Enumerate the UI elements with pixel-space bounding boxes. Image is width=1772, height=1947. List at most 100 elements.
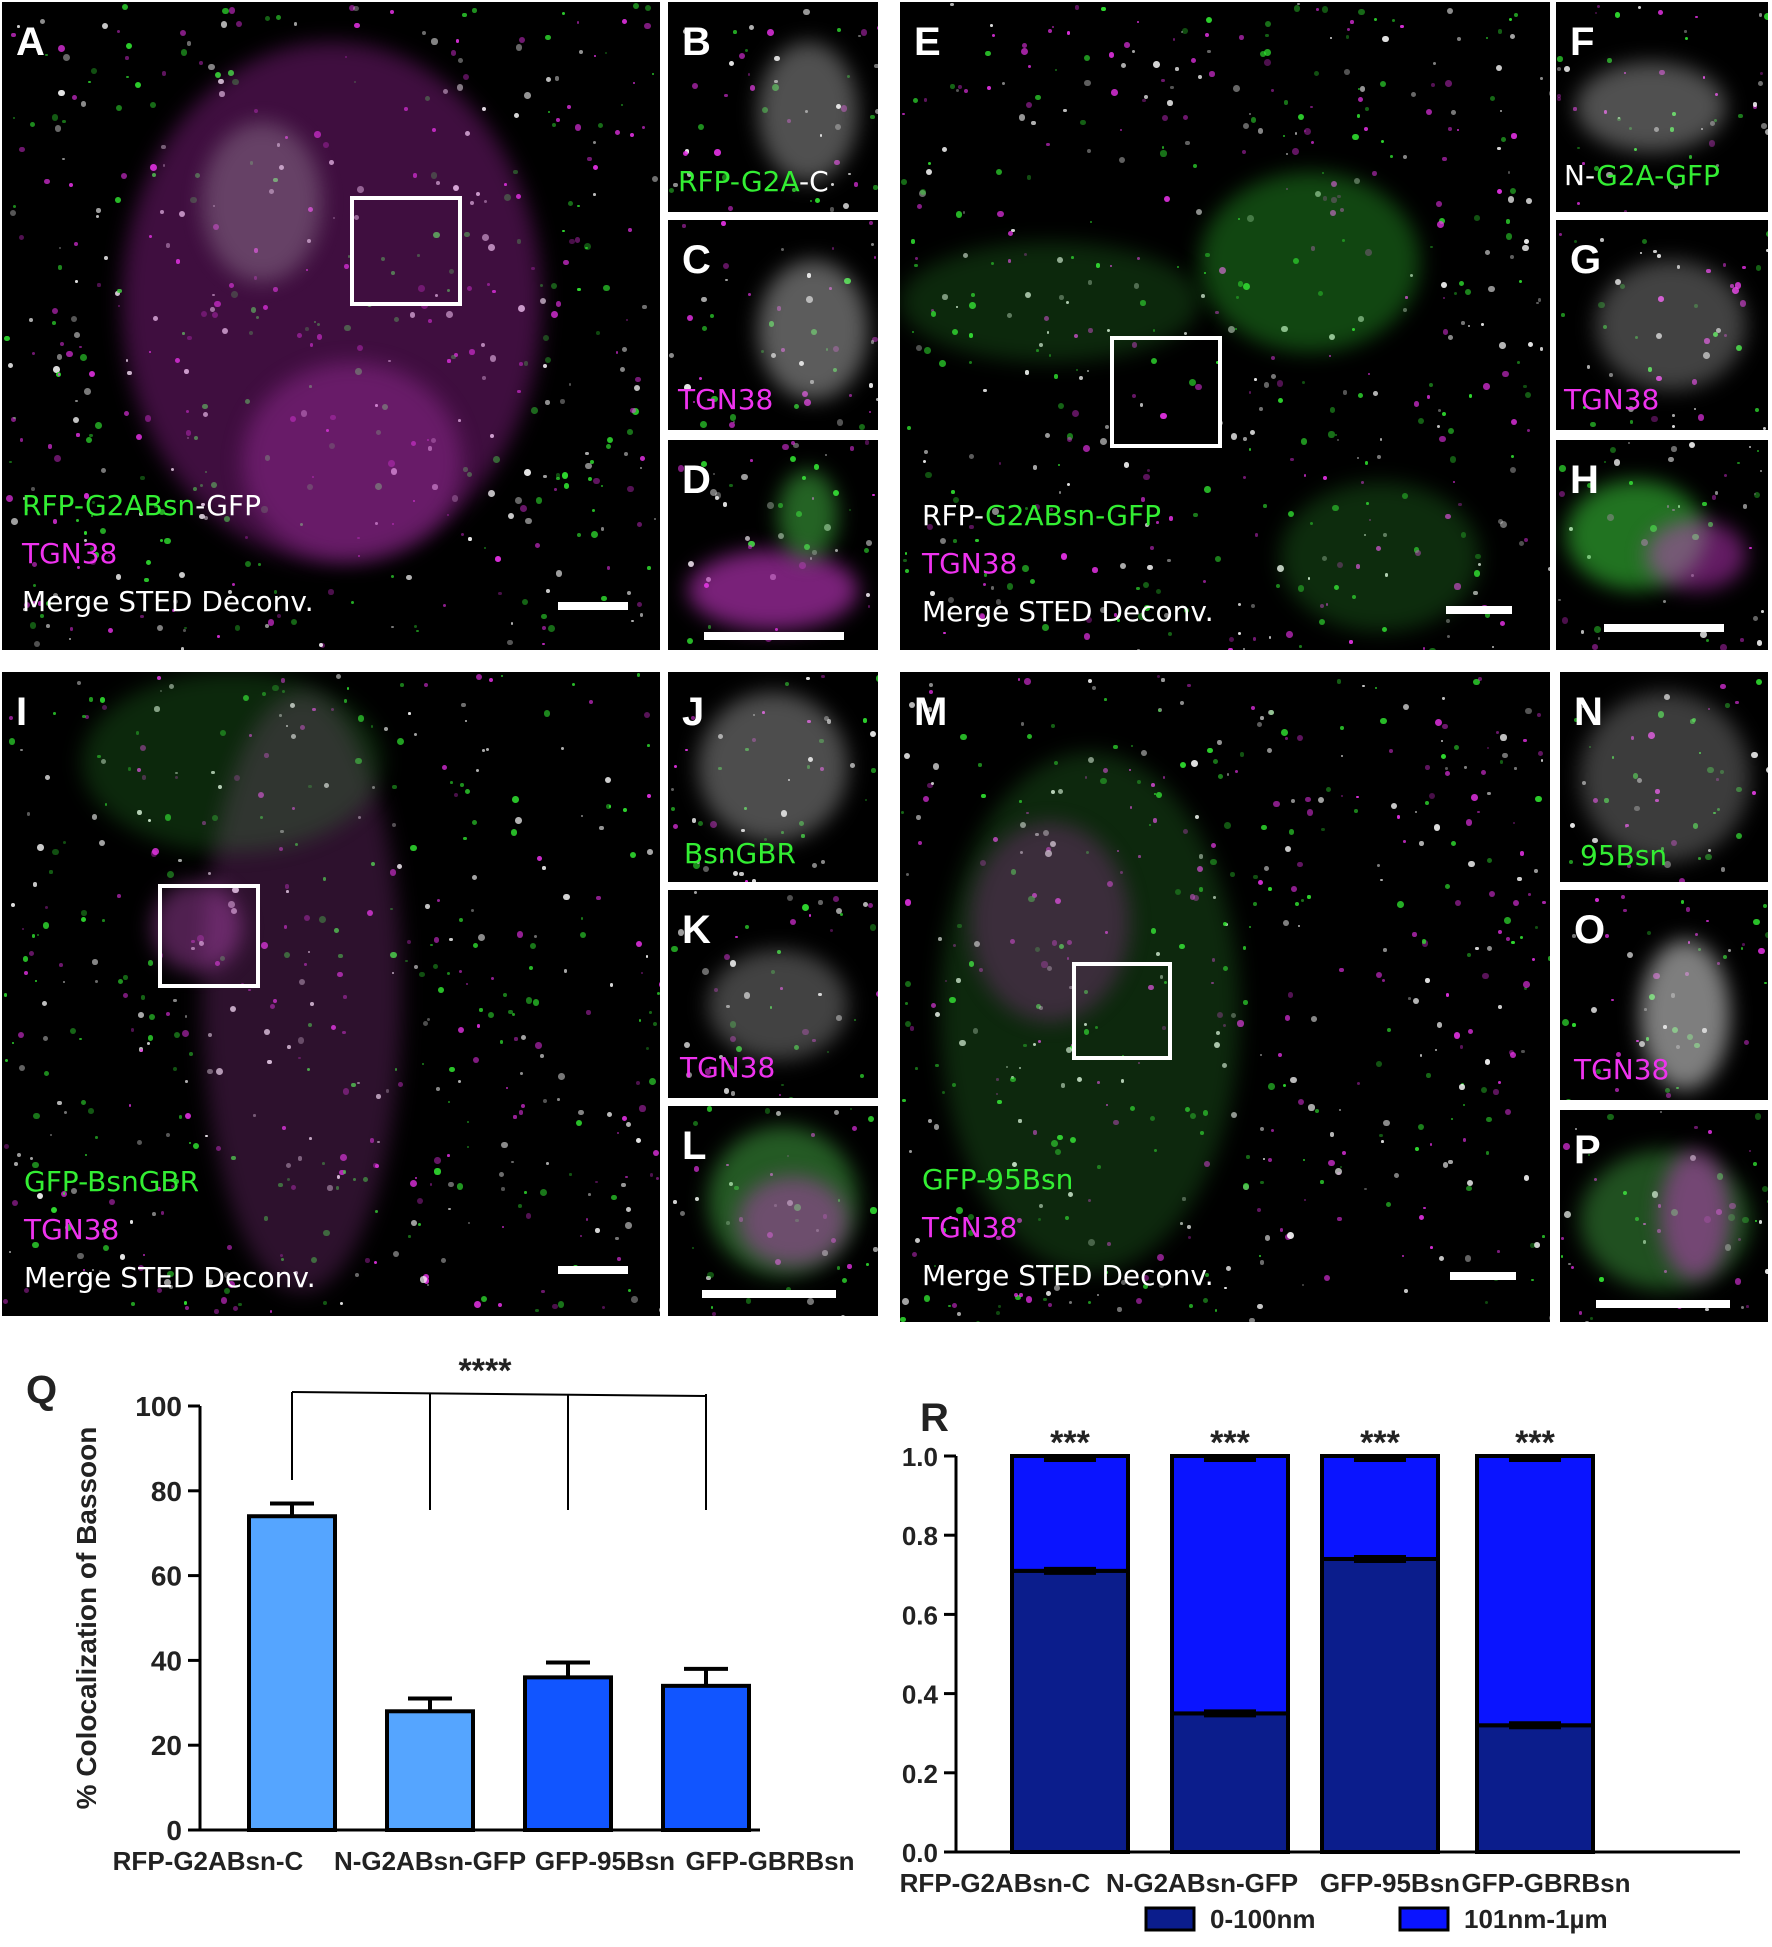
- punctum: [253, 276, 258, 280]
- punctum: [52, 320, 56, 325]
- y-tick-label: 40: [151, 1645, 182, 1676]
- punctum: [21, 704, 24, 707]
- punctum: [1290, 885, 1297, 892]
- punctum: [630, 407, 636, 414]
- punctum: [1383, 948, 1387, 952]
- punctum: [1265, 34, 1269, 38]
- punctum: [217, 634, 220, 638]
- punctum: [1707, 522, 1713, 527]
- punctum: [159, 509, 165, 515]
- punctum: [601, 595, 607, 602]
- punctum: [148, 818, 152, 822]
- punctum: [1256, 722, 1262, 728]
- punctum: [744, 807, 747, 811]
- punctum: [621, 1115, 628, 1121]
- punctum: [228, 7, 236, 14]
- punctum: [62, 119, 66, 123]
- punctum: [243, 694, 249, 701]
- punctum: [931, 309, 935, 313]
- punctum: [928, 683, 933, 688]
- punctum: [515, 497, 522, 505]
- punctum: [1418, 841, 1424, 846]
- punctum: [1364, 107, 1370, 112]
- punctum: [1328, 431, 1335, 438]
- punctum: [774, 56, 780, 62]
- punctum: [442, 88, 448, 94]
- punctum: [863, 547, 870, 554]
- punctum: [1590, 421, 1596, 428]
- punctum: [1528, 342, 1534, 348]
- punctum: [684, 748, 688, 752]
- punctum: [1242, 1183, 1249, 1190]
- punctum: [545, 400, 550, 405]
- punctum: [809, 199, 812, 203]
- punctum: [355, 757, 362, 765]
- punctum: [1405, 296, 1408, 299]
- punctum: [1728, 1214, 1736, 1221]
- punctum: [968, 360, 973, 365]
- punctum: [1212, 758, 1219, 765]
- punctum: [478, 934, 485, 942]
- punctum: [1192, 164, 1197, 169]
- legend-swatch: [1398, 1906, 1450, 1932]
- punctum: [642, 125, 646, 129]
- caption-marker: TGN38: [1574, 1053, 1670, 1086]
- punctum: [157, 1287, 163, 1293]
- punctum: [1204, 485, 1211, 493]
- punctum: [1021, 48, 1029, 56]
- punctum: [298, 1056, 302, 1060]
- punctum: [58, 963, 63, 968]
- punctum: [1306, 809, 1314, 816]
- punctum: [336, 1175, 340, 1179]
- punctum: [29, 121, 35, 127]
- panel-label: I: [16, 690, 28, 734]
- punctum: [272, 684, 279, 692]
- punctum: [877, 25, 878, 31]
- punctum: [1356, 457, 1360, 460]
- punctum: [1024, 678, 1032, 685]
- punctum: [625, 1175, 628, 1178]
- punctum: [1764, 931, 1768, 938]
- punctum: [1548, 90, 1550, 96]
- punctum: [168, 683, 175, 690]
- punctum: [1329, 36, 1333, 40]
- punctum: [1754, 1112, 1762, 1120]
- punctum: [1695, 15, 1698, 19]
- punctum: [1331, 197, 1337, 203]
- punctum: [1129, 806, 1132, 809]
- punctum: [781, 831, 785, 835]
- punctum: [166, 1012, 170, 1017]
- punctum: [725, 1221, 730, 1225]
- punctum: [971, 293, 975, 298]
- punctum: [1517, 360, 1521, 364]
- punctum: [299, 724, 306, 731]
- punctum: [1437, 408, 1442, 413]
- punctum: [515, 44, 523, 51]
- caption-marker: TGN38: [678, 383, 774, 416]
- punctum: [1204, 1272, 1210, 1277]
- punctum: [157, 1187, 161, 1192]
- y-tick-label: 60: [151, 1561, 182, 1592]
- punctum: [1211, 981, 1214, 985]
- bar-segment: [1475, 1723, 1595, 1854]
- punctum: [12, 205, 17, 209]
- punctum: [1634, 148, 1638, 152]
- punctum: [1498, 29, 1503, 34]
- punctum: [1161, 678, 1165, 682]
- punctum: [1429, 1142, 1433, 1146]
- punctum: [468, 537, 472, 542]
- punctum: [851, 1126, 857, 1132]
- punctum: [1357, 87, 1360, 91]
- punctum: [836, 1266, 841, 1270]
- punctum: [1414, 810, 1417, 813]
- punctum: [166, 871, 174, 879]
- punctum: [640, 466, 643, 470]
- punctum: [103, 256, 108, 261]
- punctum: [358, 816, 362, 820]
- punctum: [1325, 786, 1332, 793]
- punctum: [73, 331, 80, 338]
- punctum: [165, 1132, 170, 1137]
- y-tick-label: 80: [151, 1476, 182, 1507]
- punctum: [720, 859, 725, 863]
- punctum: [356, 536, 360, 540]
